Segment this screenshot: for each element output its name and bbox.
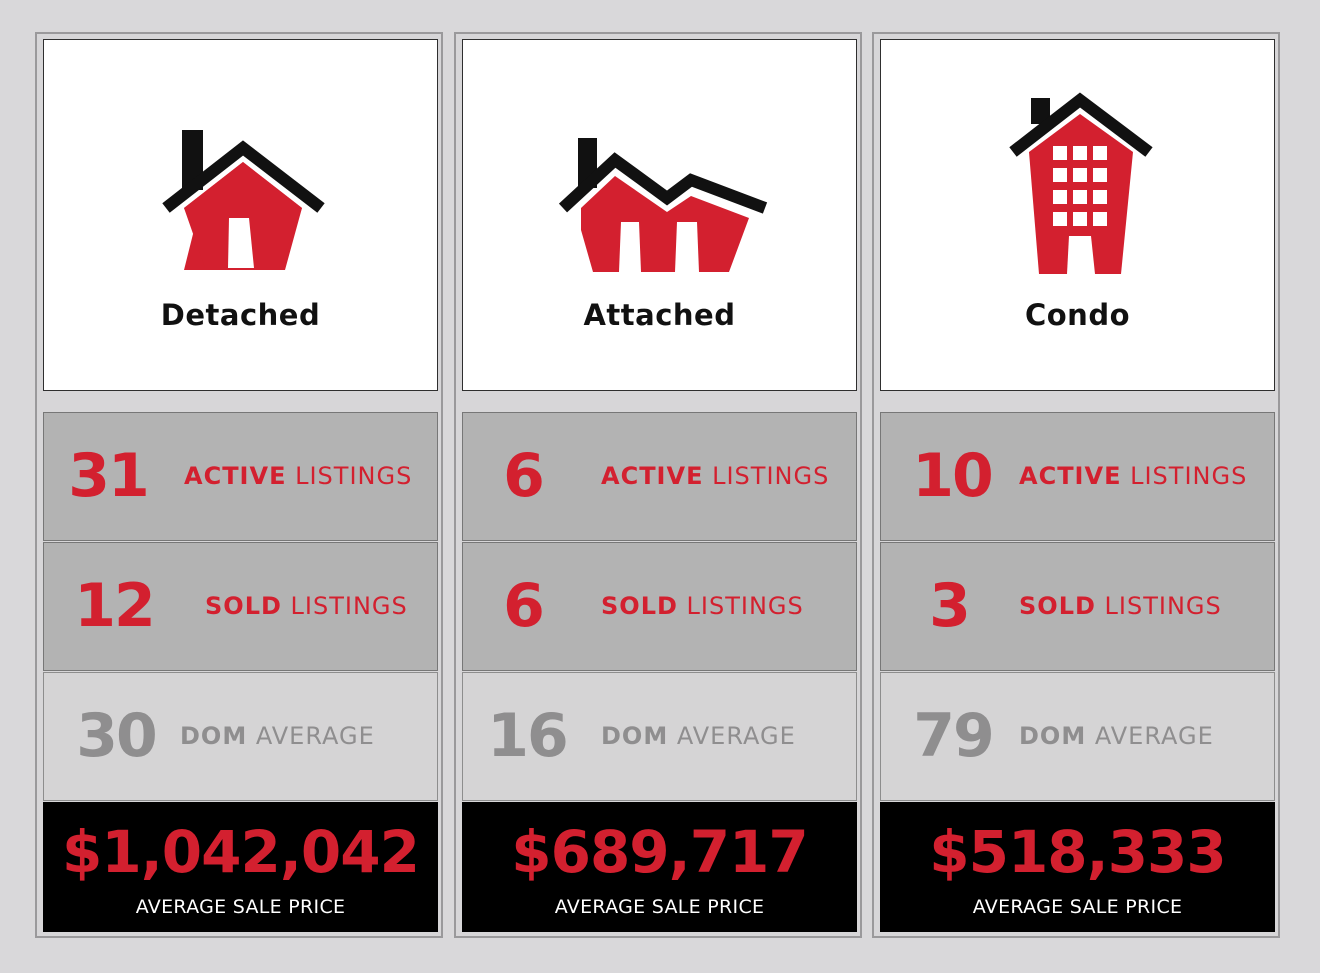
condo-building-icon — [1009, 92, 1153, 274]
sold-listings-label: SOLD LISTINGS — [1019, 592, 1222, 620]
dom-average-label: DOM AVERAGE — [601, 722, 796, 750]
average-sale-price-label: AVERAGE SALE PRICE — [972, 896, 1183, 918]
sold-listings-row: 12 SOLD LISTINGS — [43, 542, 438, 671]
average-sale-price-label: AVERAGE SALE PRICE — [135, 896, 346, 918]
average-sale-price-box: $689,717 AVERAGE SALE PRICE — [462, 802, 857, 932]
dom-average-row: 30 DOM AVERAGE — [43, 672, 438, 801]
detached-house-icon — [162, 130, 325, 270]
attached-column: Attached 6 ACTIVE LISTINGS 6 SOLD LISTIN… — [454, 32, 862, 938]
property-type-card: Detached — [43, 39, 438, 391]
attached-house-icon — [558, 138, 768, 272]
dom-average-count: 16 — [487, 701, 569, 771]
property-type-label: Condo — [1024, 298, 1131, 332]
active-listings-count: 6 — [503, 441, 545, 511]
active-listings-label: ACTIVE LISTINGS — [184, 462, 413, 490]
sold-listings-row: 6 SOLD LISTINGS — [462, 542, 857, 671]
active-listings-row: 6 ACTIVE LISTINGS — [462, 412, 857, 541]
average-sale-price: $518,333 — [929, 818, 1227, 886]
active-listings-row: 31 ACTIVE LISTINGS — [43, 412, 438, 541]
average-sale-price-box: $518,333 AVERAGE SALE PRICE — [880, 802, 1275, 932]
property-type-card: Attached — [462, 39, 857, 391]
sold-listings-label: SOLD LISTINGS — [601, 592, 804, 620]
active-listings-count: 31 — [68, 441, 150, 511]
average-sale-price-box: $1,042,042 AVERAGE SALE PRICE — [43, 802, 438, 932]
dom-average-row: 16 DOM AVERAGE — [462, 672, 857, 801]
active-listings-row: 10 ACTIVE LISTINGS — [880, 412, 1275, 541]
average-sale-price: $689,717 — [511, 818, 809, 886]
dom-average-count: 79 — [913, 701, 995, 771]
dom-average-count: 30 — [76, 701, 158, 771]
detached-column: Detached 31 ACTIVE LISTINGS 12 SOLD LIST… — [35, 32, 443, 938]
property-type-label: Detached — [160, 298, 321, 332]
property-type-card: Condo — [880, 39, 1275, 391]
active-listings-label: ACTIVE LISTINGS — [601, 462, 830, 490]
dom-average-label: DOM AVERAGE — [1019, 722, 1214, 750]
average-sale-price-label: AVERAGE SALE PRICE — [554, 896, 765, 918]
active-listings-label: ACTIVE LISTINGS — [1019, 462, 1248, 490]
average-sale-price: $1,042,042 — [62, 818, 420, 886]
property-type-label: Attached — [583, 298, 736, 332]
sold-listings-count: 12 — [74, 571, 156, 641]
sold-listings-row: 3 SOLD LISTINGS — [880, 542, 1275, 671]
dom-average-label: DOM AVERAGE — [180, 722, 375, 750]
sold-listings-count: 6 — [503, 571, 545, 641]
sold-listings-count: 3 — [929, 571, 971, 641]
sold-listings-label: SOLD LISTINGS — [205, 592, 408, 620]
active-listings-count: 10 — [912, 441, 994, 511]
condo-column: Condo 10 ACTIVE LISTINGS 3 SOLD LISTINGS… — [872, 32, 1280, 938]
dom-average-row: 79 DOM AVERAGE — [880, 672, 1275, 801]
